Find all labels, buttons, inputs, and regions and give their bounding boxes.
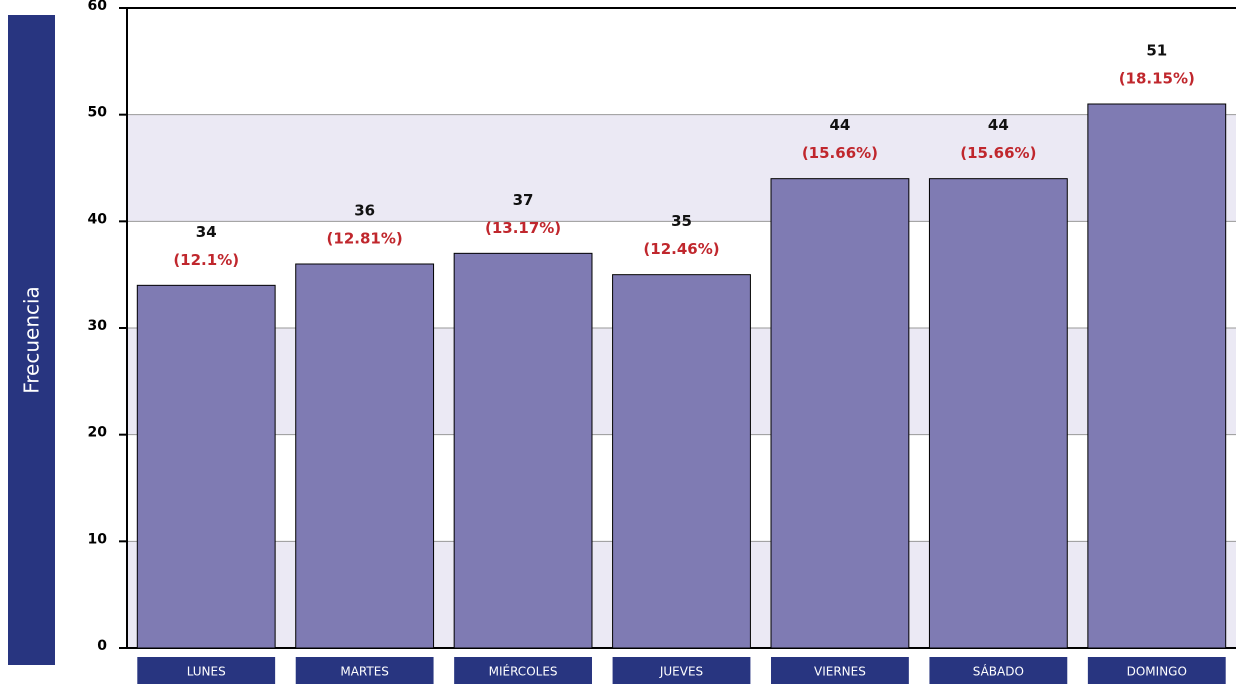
x-tick-label: LUNES — [187, 665, 226, 679]
category-box — [771, 657, 909, 684]
y-tick-label: 60 — [88, 0, 108, 14]
value-label: 35 — [671, 212, 692, 230]
bar — [928, 178, 1068, 649]
bar — [295, 263, 435, 649]
x-tick-label: VIERNES — [814, 665, 866, 679]
y-tick-label: 30 — [88, 318, 108, 334]
x-tick-label: JUEVES — [659, 665, 703, 679]
percentage-label: (18.15%) — [1119, 70, 1195, 88]
y-axis-label: Frecuencia — [20, 286, 44, 394]
x-tick-label: DOMINGO — [1127, 665, 1187, 679]
percentage-label: (12.46%) — [643, 240, 719, 258]
value-label: 36 — [354, 202, 375, 220]
x-tick-label: MIÉRCOLES — [489, 664, 558, 679]
bar — [453, 252, 593, 649]
value-label: 44 — [829, 116, 850, 134]
y-tick-label: 10 — [88, 531, 108, 547]
percentage-label: (15.66%) — [802, 144, 878, 162]
bar — [1087, 103, 1227, 649]
grid-band — [127, 114, 1236, 222]
percentage-label: (15.66%) — [960, 144, 1036, 162]
category-box — [929, 657, 1068, 684]
x-tick-label: SÁBADO — [973, 664, 1024, 679]
value-label: 37 — [513, 191, 534, 209]
category-box — [1087, 657, 1226, 684]
value-label: 51 — [1146, 42, 1167, 60]
category-box — [454, 657, 592, 684]
percentage-label: (13.17%) — [485, 219, 561, 237]
y-label-band — [8, 15, 55, 665]
category-box — [295, 657, 434, 684]
bar — [612, 274, 751, 649]
bar — [136, 284, 276, 649]
percentage-label: (12.1%) — [173, 251, 239, 269]
y-tick-label: 0 — [97, 638, 107, 654]
category-box — [612, 657, 751, 684]
value-label: 34 — [196, 223, 217, 241]
bar — [770, 178, 910, 649]
value-label: 44 — [988, 116, 1009, 134]
y-tick-label: 50 — [88, 105, 108, 121]
category-box — [137, 657, 276, 684]
x-tick-label: MARTES — [340, 665, 389, 679]
percentage-label: (12.81%) — [327, 230, 403, 248]
y-tick-label: 20 — [88, 425, 108, 441]
y-tick-label: 40 — [88, 211, 108, 227]
